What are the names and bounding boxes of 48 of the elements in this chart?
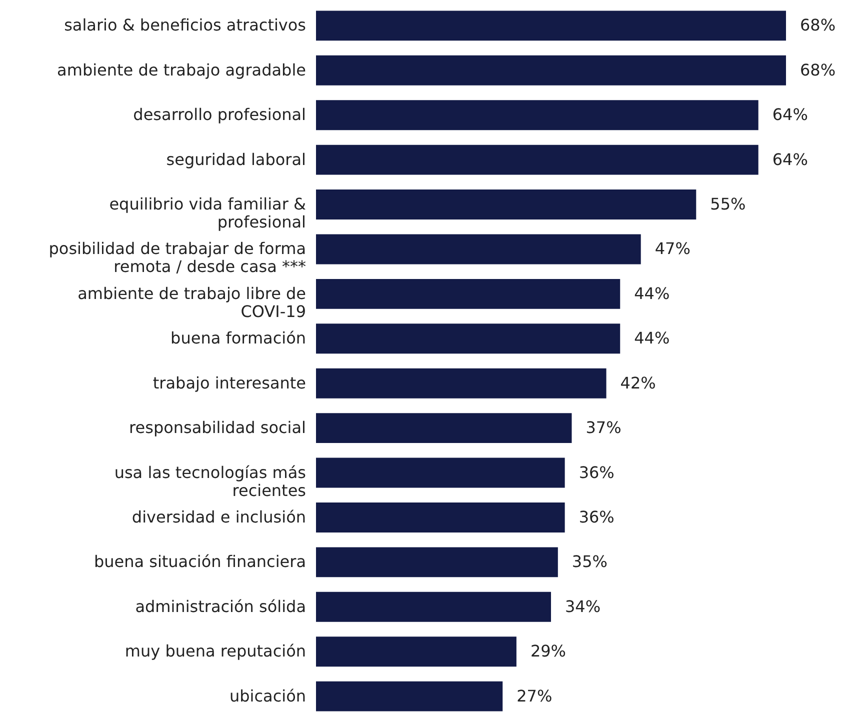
- data-label: 68%: [800, 60, 836, 80]
- bar: [316, 278, 620, 309]
- data-label: 64%: [772, 150, 808, 169]
- y-tick-label: ubicación: [229, 686, 306, 706]
- bar: [316, 144, 758, 175]
- y-tick-label: administración sólida: [135, 596, 306, 616]
- y-tick-label: responsabilidad social: [129, 418, 306, 438]
- y-tick-label: usa las tecnologías más recientes: [114, 462, 306, 500]
- y-tick-label: desarrollo profesional: [133, 105, 306, 124]
- bar: [316, 458, 565, 488]
- y-tick-label: ambiente de trabajo agradable: [57, 60, 306, 80]
- bar: [316, 681, 503, 712]
- y-tick-label: muy buena reputación: [124, 642, 306, 661]
- y-tick-label: trabajo interesante: [152, 373, 306, 392]
- data-label: 64%: [772, 105, 808, 124]
- data-label: 34%: [565, 596, 601, 616]
- data-label: 55%: [710, 194, 746, 214]
- bar: [316, 547, 558, 578]
- y-tick-label: salario & beneficios atractivos: [64, 16, 306, 35]
- bar: [316, 368, 606, 398]
- data-label: 47%: [654, 239, 690, 258]
- bar: [316, 100, 758, 130]
- data-label: 27%: [516, 686, 552, 706]
- bar: [316, 592, 551, 622]
- data-label: 37%: [586, 418, 622, 438]
- data-label: 35%: [572, 552, 608, 572]
- y-tick-label: diversidad e inclusión: [132, 507, 306, 526]
- data-label: 44%: [634, 328, 670, 348]
- bar: [316, 190, 696, 220]
- y-tick-label: equilibrio vida familiar & profesional: [109, 194, 306, 232]
- bar: [316, 234, 641, 264]
- data-label: 36%: [578, 462, 614, 482]
- bar: [316, 324, 620, 354]
- y-tick-label: posibilidad de trabajar de forma remota / desde casa ***: [48, 239, 306, 276]
- data-label: 68%: [800, 16, 836, 35]
- data-label: 44%: [634, 284, 670, 303]
- bar: [316, 413, 572, 444]
- data-label: 36%: [578, 507, 614, 526]
- bar: [316, 502, 565, 532]
- y-tick-label: buena situación financiera: [94, 552, 306, 572]
- data-label: 29%: [530, 642, 566, 661]
- y-tick-label: buena formación: [170, 328, 306, 348]
- bar: [316, 636, 516, 667]
- y-tick-label: seguridad laboral: [166, 150, 306, 169]
- bar: [316, 55, 786, 86]
- bar: [316, 10, 786, 41]
- data-label: 42%: [620, 373, 656, 392]
- y-tick-label: ambiente de trabajo libre de COVI-19: [78, 284, 306, 321]
